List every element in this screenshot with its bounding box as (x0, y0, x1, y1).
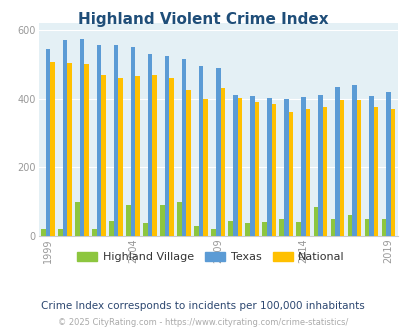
Bar (67, 63, 72, 236)
Text: © 2025 CityRating.com - https://www.cityrating.com/crime-statistics/: © 2025 CityRating.com - https://www.city… (58, 318, 347, 327)
Bar (249, 96, 254, 236)
Text: Crime Index corresponds to incidents per 100,000 inhabitants: Crime Index corresponds to incidents per… (41, 301, 364, 311)
Bar (96, 46, 101, 236)
Bar (356, 100, 360, 236)
Bar (385, 92, 390, 236)
Bar (220, 88, 224, 236)
Bar (135, 76, 140, 236)
Bar (62, 40, 67, 236)
Bar (143, 223, 147, 236)
Bar (254, 102, 258, 236)
Bar (164, 56, 169, 236)
Bar (147, 54, 152, 236)
Bar (237, 98, 241, 236)
Text: Highland Violent Crime Index: Highland Violent Crime Index (77, 12, 328, 26)
Bar (245, 223, 249, 236)
Bar (296, 222, 301, 236)
Bar (284, 99, 288, 236)
Bar (186, 90, 191, 236)
Bar (317, 95, 322, 236)
Bar (152, 75, 157, 236)
Bar (271, 104, 275, 236)
Bar (58, 229, 62, 236)
Bar (381, 219, 385, 236)
Bar (203, 99, 208, 236)
Bar (50, 62, 55, 236)
Bar (130, 47, 135, 236)
Bar (305, 109, 309, 236)
Bar (373, 107, 377, 236)
Bar (266, 98, 271, 236)
Bar (113, 46, 118, 236)
Bar (262, 222, 266, 236)
Bar (228, 220, 232, 236)
Bar (45, 49, 50, 236)
Legend: Highland Village, Texas, National: Highland Village, Texas, National (73, 248, 348, 267)
Bar (334, 86, 339, 236)
Bar (351, 85, 356, 236)
Bar (109, 220, 113, 236)
Bar (339, 100, 343, 236)
Bar (101, 75, 106, 236)
Bar (79, 39, 84, 236)
Bar (215, 68, 220, 236)
Bar (126, 205, 130, 236)
Bar (368, 96, 373, 236)
Bar (211, 229, 215, 236)
Bar (198, 66, 203, 236)
Bar (390, 109, 394, 236)
Bar (41, 229, 45, 236)
Bar (322, 107, 326, 236)
Bar (160, 205, 164, 236)
Bar (279, 219, 284, 236)
Bar (194, 226, 198, 236)
Bar (364, 219, 368, 236)
Bar (118, 78, 123, 236)
Bar (347, 215, 351, 236)
Bar (92, 229, 96, 236)
Bar (75, 202, 79, 236)
Bar (84, 64, 89, 236)
Bar (288, 112, 292, 236)
Bar (169, 78, 174, 236)
Bar (177, 202, 181, 236)
Bar (232, 95, 237, 236)
Bar (330, 219, 334, 236)
Bar (313, 207, 317, 236)
Bar (181, 59, 186, 236)
Bar (301, 97, 305, 236)
